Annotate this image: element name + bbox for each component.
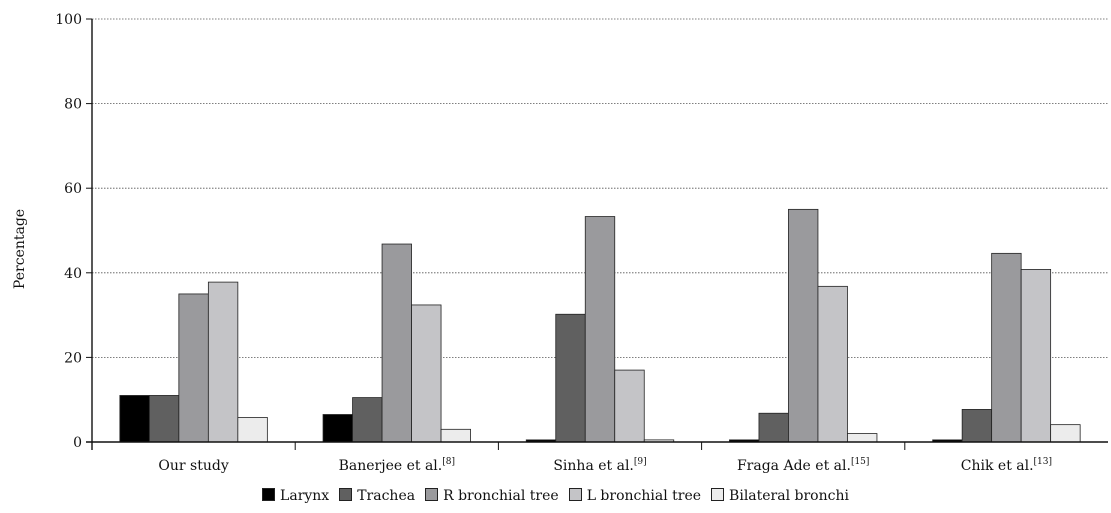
legend-item: L bronchial tree bbox=[568, 488, 702, 504]
category-reference: [8] bbox=[442, 457, 455, 467]
y-tick-label: 80 bbox=[64, 97, 82, 113]
legend-item: Larynx bbox=[262, 488, 329, 504]
legend-item: Trachea bbox=[339, 488, 415, 504]
bar-trachea bbox=[961, 409, 993, 443]
bar-trachea bbox=[352, 397, 383, 443]
gridlines bbox=[92, 18, 1108, 358]
bar-bilateral-bronchi bbox=[1050, 424, 1081, 443]
category-name: Banerjee et al. bbox=[339, 458, 443, 474]
x-category-label: Sinha et al.[9] bbox=[553, 457, 646, 474]
bar-l-bronchial-tree bbox=[207, 281, 239, 443]
bar-l-bronchial-tree bbox=[411, 304, 442, 443]
bar-r-bronchial-tree bbox=[788, 208, 819, 443]
category-name: Our study bbox=[158, 458, 228, 474]
y-tick-label: 40 bbox=[64, 266, 82, 282]
legend-label: Bilateral bronchi bbox=[729, 488, 849, 504]
axes bbox=[86, 19, 1108, 450]
category-reference: [9] bbox=[634, 457, 647, 467]
bar-l-bronchial-tree bbox=[614, 369, 645, 443]
bar-r-bronchial-tree bbox=[381, 243, 412, 443]
legend-label: Larynx bbox=[280, 488, 330, 504]
legend-item: R bronchial tree bbox=[425, 488, 559, 504]
bar-bilateral-bronchi bbox=[847, 433, 878, 443]
y-tick-label: 0 bbox=[73, 435, 82, 451]
bar-trachea bbox=[148, 395, 180, 443]
y-tick-label: 20 bbox=[64, 350, 82, 366]
bar-bilateral-bronchi bbox=[237, 417, 268, 443]
bar-r-bronchial-tree bbox=[991, 252, 1022, 443]
bar-r-bronchial-tree bbox=[178, 293, 209, 443]
legend-label: L bronchial tree bbox=[586, 488, 702, 504]
bars bbox=[119, 208, 1081, 443]
legend-swatch bbox=[262, 488, 276, 501]
legend-label: Trachea bbox=[357, 488, 416, 504]
legend-item: Bilateral bronchi bbox=[711, 488, 849, 504]
y-tick-label: 60 bbox=[64, 181, 82, 197]
bar-r-bronchial-tree bbox=[584, 216, 616, 443]
category-name: Fraga Ade et al. bbox=[737, 458, 851, 474]
category-reference: [13] bbox=[1034, 457, 1052, 467]
category-reference: [15] bbox=[851, 457, 869, 467]
x-category-label: Our study bbox=[158, 458, 228, 474]
category-name: Sinha et al. bbox=[553, 458, 634, 474]
legend-swatch bbox=[339, 488, 353, 501]
bar-l-bronchial-tree bbox=[1020, 269, 1052, 443]
y-axis-ticks: 0 20 40 60 80 100 bbox=[55, 12, 92, 451]
bar-larynx bbox=[119, 395, 150, 443]
x-category-label: Banerjee et al.[8] bbox=[339, 457, 455, 474]
legend: Larynx Trachea R bronchial tree L bronchial… bbox=[0, 488, 1111, 504]
y-axis-title: Percentage bbox=[12, 209, 28, 289]
legend-swatch bbox=[568, 488, 582, 501]
x-category-label: Fraga Ade et al.[15] bbox=[737, 457, 869, 474]
bar-larynx bbox=[322, 414, 353, 443]
x-category-label: Chik et al.[13] bbox=[961, 457, 1052, 474]
category-name: Chik et al. bbox=[961, 458, 1034, 474]
bar-trachea bbox=[758, 412, 789, 443]
legend-swatch bbox=[711, 488, 725, 501]
bar-l-bronchial-tree bbox=[817, 285, 848, 443]
legend-swatch bbox=[425, 488, 439, 501]
bar-bilateral-bronchi bbox=[440, 428, 471, 443]
y-tick-label: 100 bbox=[55, 12, 82, 28]
bar-trachea bbox=[555, 313, 586, 443]
legend-label: R bronchial tree bbox=[443, 488, 559, 504]
x-axis-categories: Our study Banerjee et al.[8] Sinha et al.[… bbox=[158, 442, 1052, 474]
